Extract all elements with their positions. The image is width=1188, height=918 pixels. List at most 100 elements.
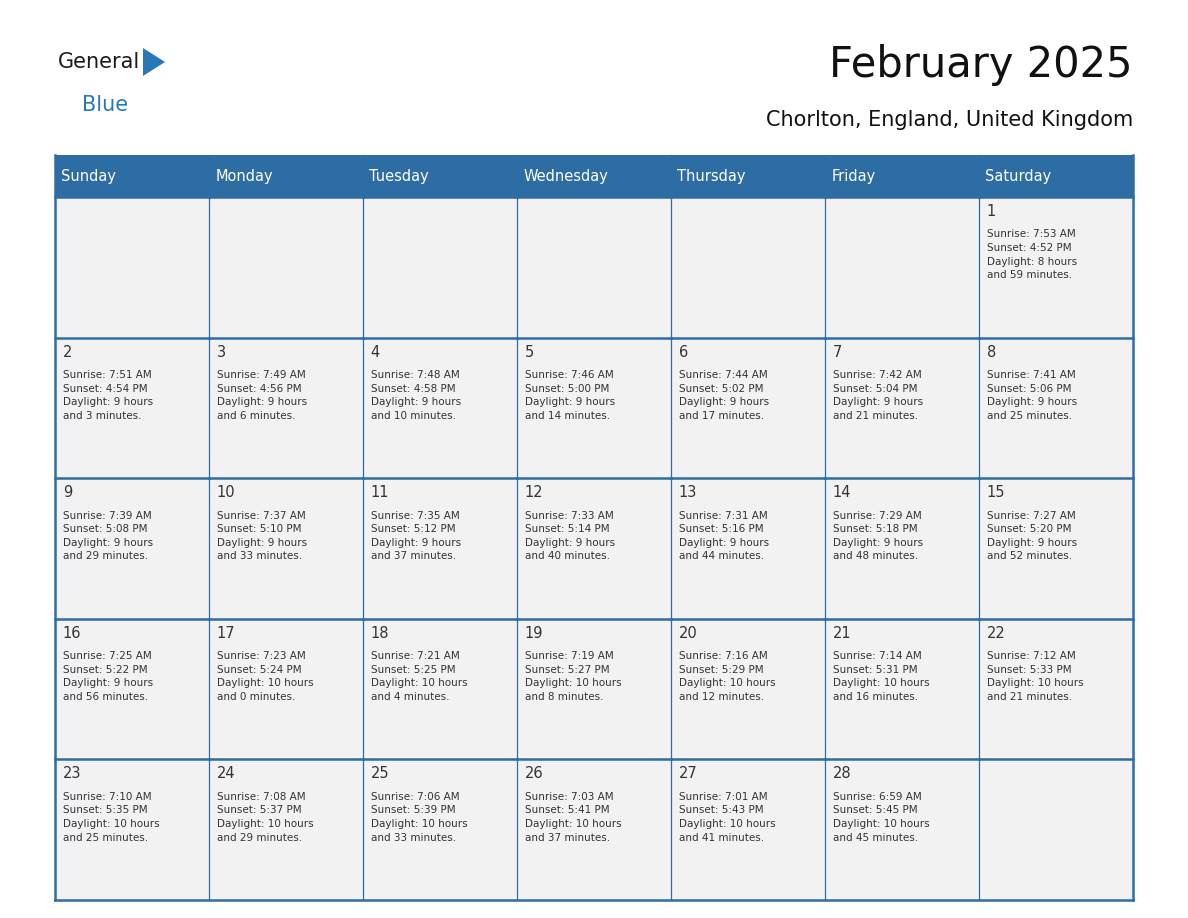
Text: Sunrise: 7:48 AM
Sunset: 4:58 PM
Daylight: 9 hours
and 10 minutes.: Sunrise: 7:48 AM Sunset: 4:58 PM Dayligh… xyxy=(371,370,461,420)
Text: 4: 4 xyxy=(371,344,380,360)
Text: Sunrise: 7:06 AM
Sunset: 5:39 PM
Daylight: 10 hours
and 33 minutes.: Sunrise: 7:06 AM Sunset: 5:39 PM Dayligh… xyxy=(371,791,467,843)
Bar xyxy=(209,197,364,338)
Text: 23: 23 xyxy=(63,767,81,781)
Bar xyxy=(209,619,364,759)
Bar xyxy=(979,619,1133,759)
Bar xyxy=(824,338,979,478)
Text: Sunrise: 7:12 AM
Sunset: 5:33 PM
Daylight: 10 hours
and 21 minutes.: Sunrise: 7:12 AM Sunset: 5:33 PM Dayligh… xyxy=(987,651,1083,702)
Bar xyxy=(671,338,824,478)
Text: Sunrise: 7:08 AM
Sunset: 5:37 PM
Daylight: 10 hours
and 29 minutes.: Sunrise: 7:08 AM Sunset: 5:37 PM Dayligh… xyxy=(216,791,314,843)
Text: 5: 5 xyxy=(525,344,533,360)
Text: Sunrise: 7:31 AM
Sunset: 5:16 PM
Daylight: 9 hours
and 44 minutes.: Sunrise: 7:31 AM Sunset: 5:16 PM Dayligh… xyxy=(678,510,769,561)
Text: Wednesday: Wednesday xyxy=(523,169,608,185)
Text: 13: 13 xyxy=(678,486,697,500)
Bar xyxy=(824,759,979,900)
Text: 20: 20 xyxy=(678,626,697,641)
Bar xyxy=(55,619,209,759)
Bar xyxy=(671,155,824,197)
Text: 9: 9 xyxy=(63,486,72,500)
Text: Sunrise: 7:37 AM
Sunset: 5:10 PM
Daylight: 9 hours
and 33 minutes.: Sunrise: 7:37 AM Sunset: 5:10 PM Dayligh… xyxy=(216,510,307,561)
Text: Sunrise: 6:59 AM
Sunset: 5:45 PM
Daylight: 10 hours
and 45 minutes.: Sunrise: 6:59 AM Sunset: 5:45 PM Dayligh… xyxy=(833,791,929,843)
Text: 19: 19 xyxy=(525,626,543,641)
Text: Sunrise: 7:53 AM
Sunset: 4:52 PM
Daylight: 8 hours
and 59 minutes.: Sunrise: 7:53 AM Sunset: 4:52 PM Dayligh… xyxy=(987,230,1076,280)
Text: Sunrise: 7:23 AM
Sunset: 5:24 PM
Daylight: 10 hours
and 0 minutes.: Sunrise: 7:23 AM Sunset: 5:24 PM Dayligh… xyxy=(216,651,314,702)
Text: Sunrise: 7:16 AM
Sunset: 5:29 PM
Daylight: 10 hours
and 12 minutes.: Sunrise: 7:16 AM Sunset: 5:29 PM Dayligh… xyxy=(678,651,776,702)
Bar xyxy=(517,197,671,338)
Text: 28: 28 xyxy=(833,767,852,781)
Bar xyxy=(671,759,824,900)
Bar xyxy=(671,478,824,619)
Bar xyxy=(364,155,517,197)
Text: Sunrise: 7:21 AM
Sunset: 5:25 PM
Daylight: 10 hours
and 4 minutes.: Sunrise: 7:21 AM Sunset: 5:25 PM Dayligh… xyxy=(371,651,467,702)
Text: 25: 25 xyxy=(371,767,390,781)
Bar xyxy=(364,759,517,900)
Text: General: General xyxy=(58,52,140,72)
Text: 27: 27 xyxy=(678,767,697,781)
Text: Sunrise: 7:01 AM
Sunset: 5:43 PM
Daylight: 10 hours
and 41 minutes.: Sunrise: 7:01 AM Sunset: 5:43 PM Dayligh… xyxy=(678,791,776,843)
Text: 14: 14 xyxy=(833,486,851,500)
Text: Tuesday: Tuesday xyxy=(369,169,429,185)
Bar xyxy=(55,155,209,197)
Text: Sunrise: 7:14 AM
Sunset: 5:31 PM
Daylight: 10 hours
and 16 minutes.: Sunrise: 7:14 AM Sunset: 5:31 PM Dayligh… xyxy=(833,651,929,702)
Text: Sunday: Sunday xyxy=(61,169,116,185)
Bar xyxy=(55,478,209,619)
Bar xyxy=(979,478,1133,619)
Bar xyxy=(364,619,517,759)
Text: Monday: Monday xyxy=(215,169,273,185)
Bar xyxy=(979,155,1133,197)
Bar xyxy=(517,155,671,197)
Bar xyxy=(364,197,517,338)
Text: Sunrise: 7:03 AM
Sunset: 5:41 PM
Daylight: 10 hours
and 37 minutes.: Sunrise: 7:03 AM Sunset: 5:41 PM Dayligh… xyxy=(525,791,621,843)
Text: Thursday: Thursday xyxy=(677,169,746,185)
Text: 1: 1 xyxy=(987,204,996,219)
Text: Sunrise: 7:49 AM
Sunset: 4:56 PM
Daylight: 9 hours
and 6 minutes.: Sunrise: 7:49 AM Sunset: 4:56 PM Dayligh… xyxy=(216,370,307,420)
Bar xyxy=(824,619,979,759)
Text: 10: 10 xyxy=(216,486,235,500)
Bar xyxy=(209,759,364,900)
Bar xyxy=(671,197,824,338)
Text: Chorlton, England, United Kingdom: Chorlton, England, United Kingdom xyxy=(766,110,1133,130)
Bar xyxy=(671,619,824,759)
Bar xyxy=(209,338,364,478)
Bar xyxy=(209,155,364,197)
Text: Sunrise: 7:41 AM
Sunset: 5:06 PM
Daylight: 9 hours
and 25 minutes.: Sunrise: 7:41 AM Sunset: 5:06 PM Dayligh… xyxy=(987,370,1076,420)
Bar xyxy=(55,197,209,338)
Text: 12: 12 xyxy=(525,486,543,500)
Text: Sunrise: 7:27 AM
Sunset: 5:20 PM
Daylight: 9 hours
and 52 minutes.: Sunrise: 7:27 AM Sunset: 5:20 PM Dayligh… xyxy=(987,510,1076,561)
Text: Saturday: Saturday xyxy=(985,169,1051,185)
Text: 26: 26 xyxy=(525,767,543,781)
Text: February 2025: February 2025 xyxy=(829,44,1133,86)
Text: Friday: Friday xyxy=(832,169,876,185)
Bar xyxy=(979,197,1133,338)
Text: Sunrise: 7:51 AM
Sunset: 4:54 PM
Daylight: 9 hours
and 3 minutes.: Sunrise: 7:51 AM Sunset: 4:54 PM Dayligh… xyxy=(63,370,153,420)
Text: 8: 8 xyxy=(987,344,996,360)
Bar xyxy=(517,619,671,759)
Bar xyxy=(364,338,517,478)
Bar xyxy=(55,759,209,900)
Text: Sunrise: 7:25 AM
Sunset: 5:22 PM
Daylight: 9 hours
and 56 minutes.: Sunrise: 7:25 AM Sunset: 5:22 PM Dayligh… xyxy=(63,651,153,702)
Text: 2: 2 xyxy=(63,344,72,360)
Text: 17: 17 xyxy=(216,626,235,641)
Text: Sunrise: 7:10 AM
Sunset: 5:35 PM
Daylight: 10 hours
and 25 minutes.: Sunrise: 7:10 AM Sunset: 5:35 PM Dayligh… xyxy=(63,791,159,843)
Text: 3: 3 xyxy=(216,344,226,360)
Text: Sunrise: 7:33 AM
Sunset: 5:14 PM
Daylight: 9 hours
and 40 minutes.: Sunrise: 7:33 AM Sunset: 5:14 PM Dayligh… xyxy=(525,510,615,561)
Text: 6: 6 xyxy=(678,344,688,360)
Text: 21: 21 xyxy=(833,626,852,641)
Text: Blue: Blue xyxy=(82,95,128,115)
Bar xyxy=(364,478,517,619)
Text: 7: 7 xyxy=(833,344,842,360)
Text: Sunrise: 7:44 AM
Sunset: 5:02 PM
Daylight: 9 hours
and 17 minutes.: Sunrise: 7:44 AM Sunset: 5:02 PM Dayligh… xyxy=(678,370,769,420)
Text: 16: 16 xyxy=(63,626,81,641)
Bar xyxy=(517,478,671,619)
Bar xyxy=(824,478,979,619)
Text: Sunrise: 7:39 AM
Sunset: 5:08 PM
Daylight: 9 hours
and 29 minutes.: Sunrise: 7:39 AM Sunset: 5:08 PM Dayligh… xyxy=(63,510,153,561)
Text: 18: 18 xyxy=(371,626,390,641)
Text: 11: 11 xyxy=(371,486,390,500)
Text: 15: 15 xyxy=(987,486,1005,500)
Text: Sunrise: 7:46 AM
Sunset: 5:00 PM
Daylight: 9 hours
and 14 minutes.: Sunrise: 7:46 AM Sunset: 5:00 PM Dayligh… xyxy=(525,370,615,420)
Bar xyxy=(209,478,364,619)
Bar xyxy=(517,338,671,478)
Polygon shape xyxy=(143,48,165,76)
Bar xyxy=(824,197,979,338)
Text: Sunrise: 7:19 AM
Sunset: 5:27 PM
Daylight: 10 hours
and 8 minutes.: Sunrise: 7:19 AM Sunset: 5:27 PM Dayligh… xyxy=(525,651,621,702)
